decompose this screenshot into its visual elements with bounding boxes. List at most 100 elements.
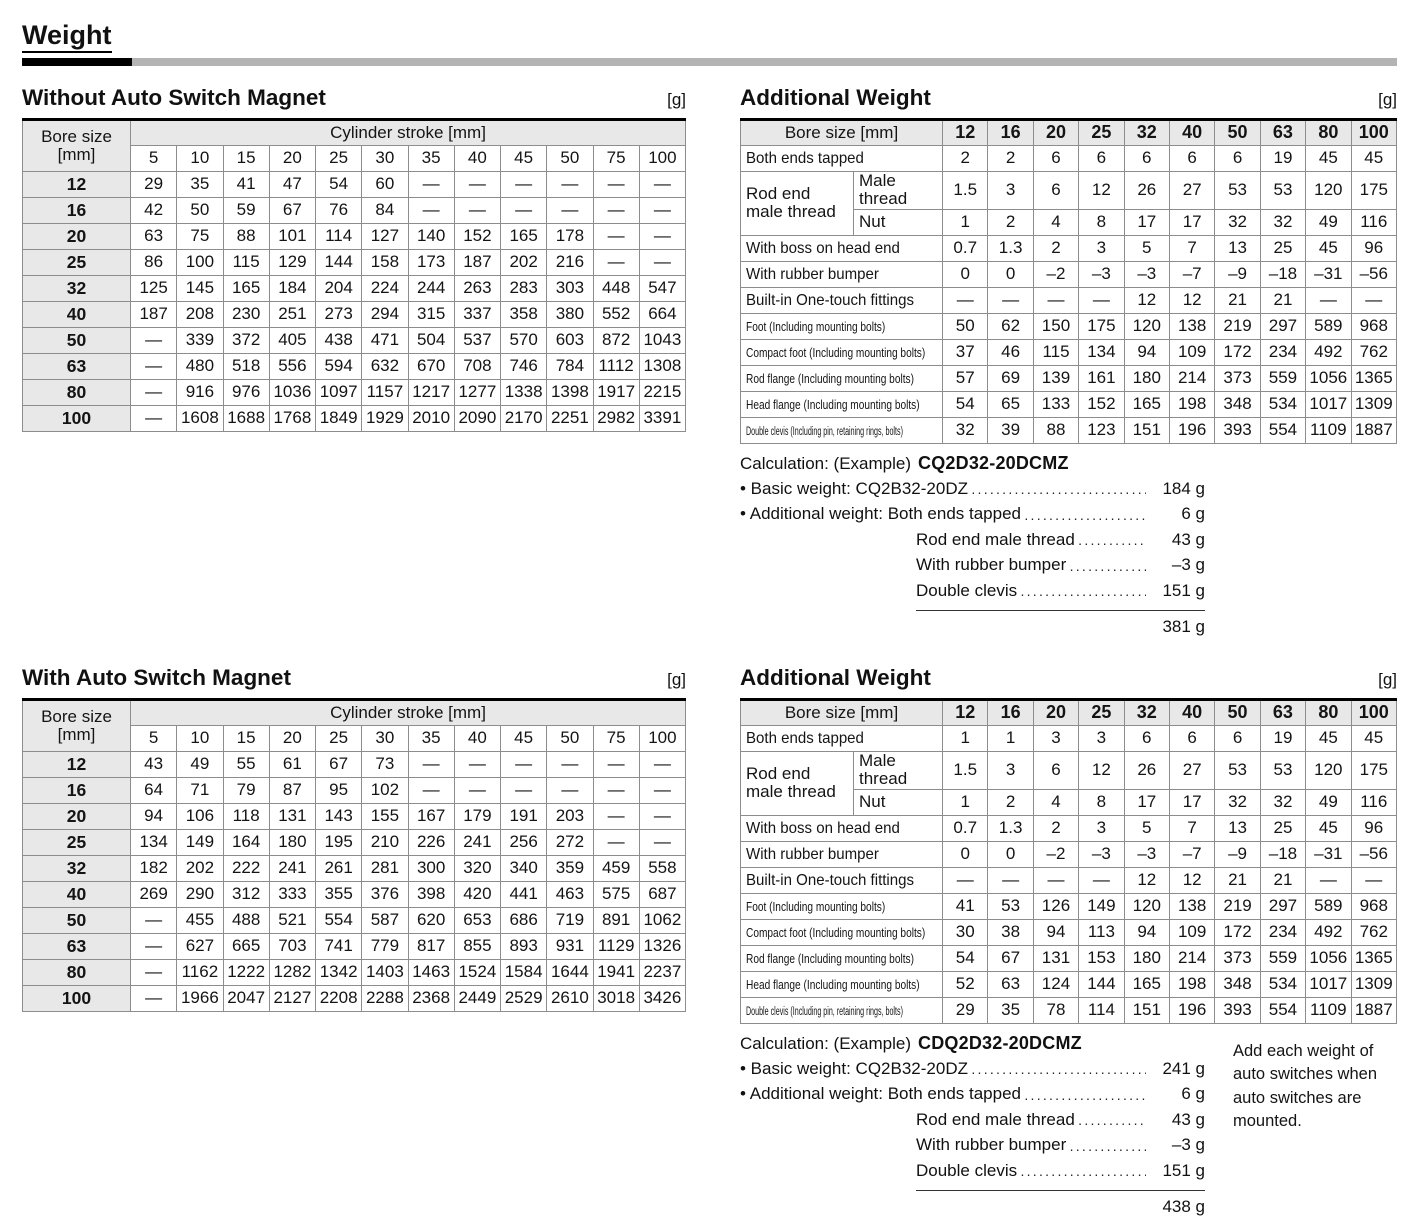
cylinder-stroke-header: Cylinder stroke [mm] — [130, 119, 686, 146]
weight-cell: 27 — [1168, 751, 1216, 790]
row-sub-label: Male thread — [852, 171, 944, 210]
weight-cell: 175 — [1350, 171, 1398, 210]
weight-cell: — — [638, 197, 687, 224]
bore-size-cell: 25 — [22, 829, 131, 856]
weight-cell: 2170 — [499, 405, 548, 432]
weight-cell: 12 — [1123, 866, 1170, 894]
calc-lines: • Basic weight: CQ2B32-20DZ ·············… — [740, 1059, 1205, 1187]
weight-cell: 632 — [361, 353, 409, 380]
weight-cell: 165 — [499, 223, 548, 250]
weight-cell: 340 — [499, 855, 548, 882]
calc-line-label: Double clevis — [916, 1160, 1018, 1180]
weight-cell: 556 — [268, 353, 317, 380]
table-row: 32 125 145 165 184 204 224 244 263 283 303 448 547 — [22, 275, 687, 302]
weight-cell: 25 — [1259, 814, 1307, 842]
weight-cell: 6 — [1032, 145, 1080, 172]
weight-cell: 32 — [1259, 208, 1307, 236]
weight-cell: — — [546, 197, 594, 224]
weight-cell: 817 — [407, 933, 455, 960]
calc-line-label: Rod end male thread — [916, 1109, 1075, 1129]
row-sub-label: Nut — [852, 208, 944, 236]
weight-cell: 69 — [987, 364, 1034, 392]
row-label-text: Foot (Including mounting bolts) — [746, 319, 886, 335]
weight-cell: — — [129, 379, 178, 406]
weight-cell: 587 — [361, 907, 409, 934]
weight-cell: 872 — [592, 327, 640, 354]
weight-cell: 26 — [1123, 171, 1170, 210]
weight-cell: 101 — [268, 223, 317, 250]
weight-cell: 234 — [1259, 918, 1307, 946]
weight-cell: 358 — [499, 301, 548, 328]
weight-cell: 534 — [1259, 970, 1307, 998]
stroke-col-header: 5 — [129, 145, 178, 172]
weight-cell: 1043 — [638, 327, 687, 354]
row-label-text: Built-in One-touch fittings — [746, 292, 915, 310]
bore-col-header: 32 — [1123, 119, 1170, 146]
weight-cell: — — [129, 907, 178, 934]
weight-cell: 86 — [129, 249, 178, 276]
weight-cell: 0 — [942, 260, 989, 288]
calc-total: 438 g — [1162, 1197, 1205, 1217]
weight-cell: 123 — [1078, 416, 1125, 444]
weight-cell: 139 — [1032, 364, 1080, 392]
bore-col-header: 63 — [1259, 699, 1307, 726]
weight-cell: 393 — [1214, 416, 1261, 444]
calc-line-label: • Additional weight: Both ends tapped — [740, 1084, 1021, 1104]
bore-col-header: 50 — [1214, 119, 1261, 146]
weight-cell: 55 — [222, 751, 270, 778]
weight-cell: 94 — [1123, 338, 1170, 366]
calc-line-label: Double clevis — [916, 580, 1018, 600]
weight-cell: 8 — [1078, 208, 1125, 236]
weight-cell: 665 — [222, 933, 270, 960]
weight-cell: 196 — [1168, 996, 1216, 1024]
weight-cell: 0.7 — [942, 234, 989, 262]
weight-cell: 504 — [407, 327, 455, 354]
weight-cell: –2 — [1032, 840, 1080, 868]
bore-col-header: 100 — [1350, 119, 1398, 146]
stroke-col-header: 10 — [176, 725, 224, 752]
weight-cell: 283 — [499, 275, 548, 302]
weight-cell: — — [592, 249, 640, 276]
stroke-col-header: 20 — [268, 725, 317, 752]
weight-cell: 547 — [638, 275, 687, 302]
weight-cell: 19 — [1259, 725, 1307, 752]
bore-size-cell: 32 — [22, 275, 131, 302]
weight-cell: 12 — [1123, 286, 1170, 314]
stroke-col-header: 25 — [314, 145, 363, 172]
title-rule-gray — [132, 58, 1397, 66]
row-label: Both ends tapped — [739, 145, 944, 172]
weight-cell: 1017 — [1305, 390, 1352, 418]
weight-cell: 13 — [1214, 814, 1261, 842]
bore-col-header: 100 — [1350, 699, 1398, 726]
weight-cell: 1463 — [407, 959, 455, 986]
weight-cell: 158 — [361, 249, 409, 276]
table-row: With boss on head end 0.7 1.3 2 3 5 7 13 25 45 96 — [739, 234, 1398, 262]
bore-col-header: 80 — [1305, 119, 1352, 146]
table-row: 20 94 106 118 131 143 155 167 179 191 203— — — [22, 803, 687, 830]
table-row: 40 187 208 230 251 273 294 315 337 358 380 552 664 — [22, 301, 687, 328]
calc-line: Rod end male thread·····················… — [916, 1110, 1205, 1136]
weight-cell: 149 — [176, 829, 224, 856]
unit-label: [g] — [1378, 90, 1397, 109]
calc-title: Calculation: (Example) CDQ2D32-20DCMZ — [740, 1033, 1205, 1059]
table-row: 50—339 372 405 438 471 504 537 570 603 872 1043 — [22, 327, 687, 354]
dotted-leader: ········································… — [971, 1064, 1146, 1081]
row-label-text: Head flange (Including mounting bolts) — [746, 397, 920, 413]
bore-size-cell: 40 — [22, 881, 131, 908]
weight-cell: 182 — [129, 855, 178, 882]
weight-cell: 178 — [546, 223, 594, 250]
weight-cell: 373 — [1214, 944, 1261, 972]
weight-cell: 96 — [1350, 234, 1398, 262]
weight-cell: 63 — [129, 223, 178, 250]
row-label-text: With boss on head end — [746, 820, 900, 838]
weight-cell: — — [1350, 286, 1398, 314]
weight-cell: 12 — [1168, 286, 1216, 314]
weight-cell: 17 — [1168, 788, 1216, 816]
weight-cell: 471 — [361, 327, 409, 354]
weight-cell: 45 — [1305, 145, 1352, 172]
weight-cell: 165 — [1123, 390, 1170, 418]
weight-cell: 251 — [268, 301, 317, 328]
unit-label: [g] — [667, 90, 686, 109]
weight-cell: –7 — [1168, 840, 1216, 868]
weight-cell: 43 — [129, 751, 178, 778]
